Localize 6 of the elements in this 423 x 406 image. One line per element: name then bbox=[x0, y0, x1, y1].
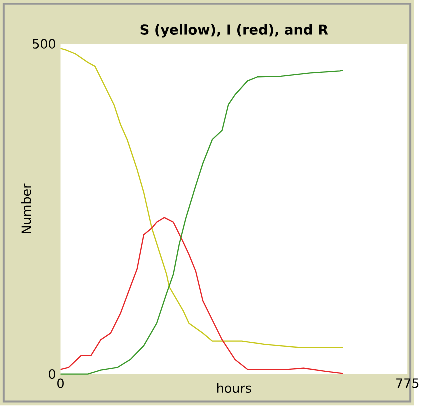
line-series bbox=[60, 217, 344, 374]
x-axis-title: hours bbox=[218, 383, 252, 394]
y-axis-title: Number bbox=[21, 184, 32, 234]
x-tick-label: 775 bbox=[396, 378, 419, 388]
chart-title: S (yellow), I (red), and R bbox=[140, 24, 328, 38]
y-tick-label: 500 bbox=[33, 39, 56, 50]
